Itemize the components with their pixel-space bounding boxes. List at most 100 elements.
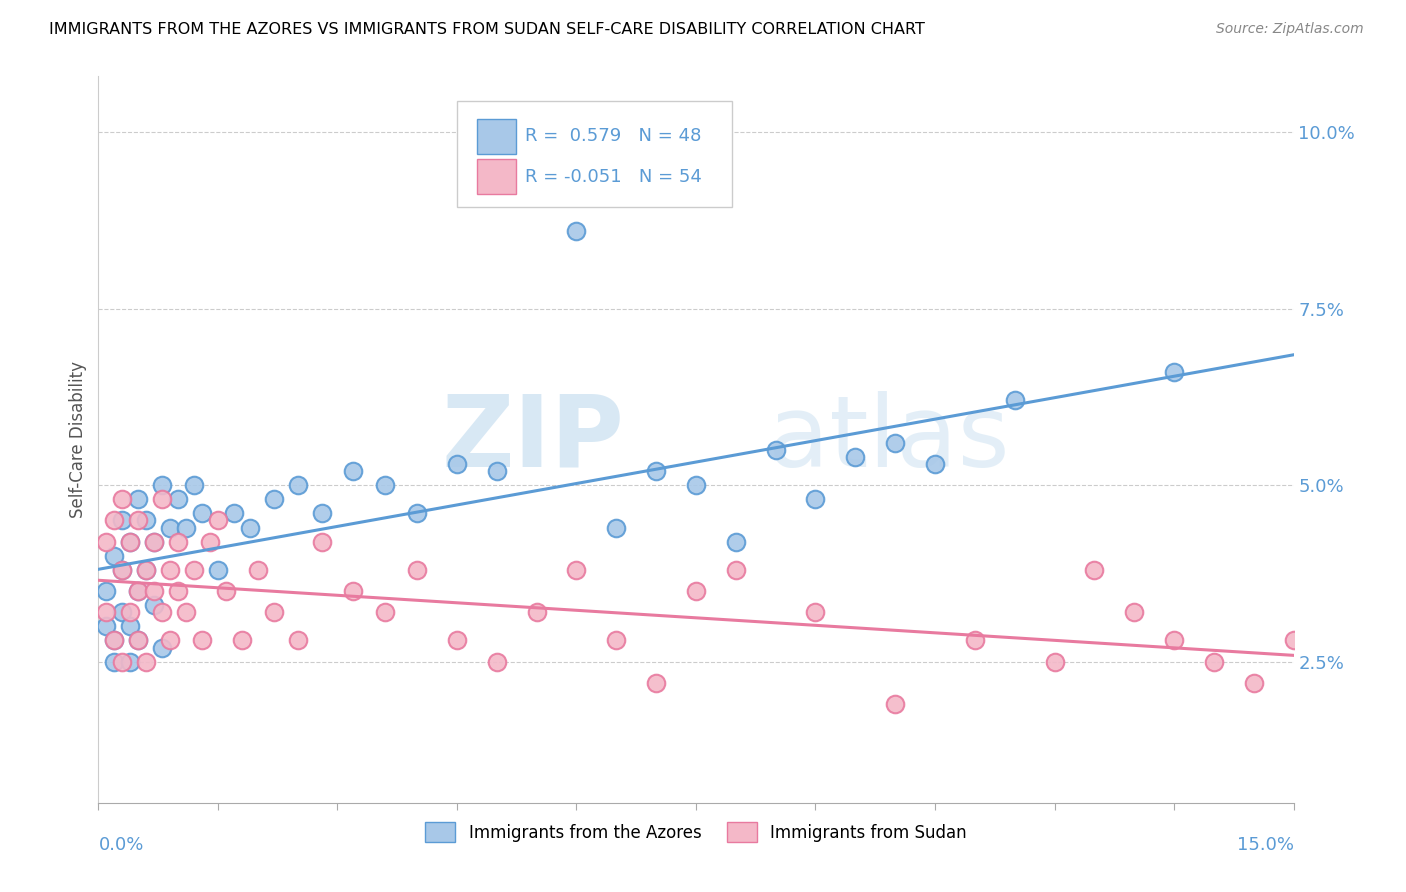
Point bbox=[446, 633, 468, 648]
Point bbox=[287, 478, 309, 492]
Point bbox=[963, 633, 986, 648]
Point bbox=[159, 563, 181, 577]
Point bbox=[103, 655, 125, 669]
Point bbox=[120, 619, 142, 633]
Point bbox=[406, 507, 429, 521]
Point bbox=[96, 605, 118, 619]
Point bbox=[111, 563, 134, 577]
Text: 15.0%: 15.0% bbox=[1236, 836, 1294, 854]
Point bbox=[111, 492, 134, 507]
Point bbox=[191, 633, 214, 648]
Bar bbox=[477, 119, 516, 153]
Point bbox=[111, 513, 134, 527]
Point bbox=[143, 534, 166, 549]
Text: R = -0.051   N = 54: R = -0.051 N = 54 bbox=[524, 168, 702, 186]
Point bbox=[231, 633, 253, 648]
Point bbox=[263, 605, 285, 619]
Point bbox=[1163, 365, 1185, 379]
Point bbox=[724, 534, 747, 549]
Point bbox=[605, 633, 627, 648]
Point bbox=[198, 534, 221, 549]
Point bbox=[1243, 675, 1265, 690]
Y-axis label: Self-Care Disability: Self-Care Disability bbox=[69, 360, 87, 518]
Text: ZIP: ZIP bbox=[441, 391, 624, 488]
Point bbox=[103, 513, 125, 527]
Point bbox=[287, 633, 309, 648]
Point bbox=[263, 492, 285, 507]
Point bbox=[565, 563, 588, 577]
Point bbox=[167, 534, 190, 549]
Point bbox=[143, 534, 166, 549]
Point bbox=[127, 584, 149, 599]
Legend: Immigrants from the Azores, Immigrants from Sudan: Immigrants from the Azores, Immigrants f… bbox=[419, 815, 973, 849]
Point bbox=[246, 563, 269, 577]
Point bbox=[191, 507, 214, 521]
Point bbox=[1282, 633, 1305, 648]
Point bbox=[1004, 393, 1026, 408]
Point bbox=[111, 563, 134, 577]
Point bbox=[207, 513, 229, 527]
Point bbox=[103, 633, 125, 648]
Point bbox=[96, 534, 118, 549]
Point bbox=[1202, 655, 1225, 669]
Point bbox=[804, 492, 827, 507]
Point bbox=[167, 584, 190, 599]
Point bbox=[135, 563, 157, 577]
Point bbox=[103, 633, 125, 648]
Point bbox=[924, 457, 946, 471]
FancyBboxPatch shape bbox=[457, 102, 733, 207]
Point bbox=[406, 563, 429, 577]
Point bbox=[1083, 563, 1105, 577]
Point bbox=[374, 605, 396, 619]
Point bbox=[374, 478, 396, 492]
Point bbox=[120, 534, 142, 549]
Point bbox=[150, 640, 173, 655]
Point bbox=[111, 605, 134, 619]
Point bbox=[342, 464, 364, 478]
Point bbox=[645, 675, 668, 690]
Point bbox=[103, 549, 125, 563]
Point bbox=[884, 697, 907, 711]
Text: 0.0%: 0.0% bbox=[98, 836, 143, 854]
Point bbox=[96, 584, 118, 599]
Point bbox=[150, 492, 173, 507]
Point bbox=[239, 520, 262, 534]
Point bbox=[311, 507, 333, 521]
Point bbox=[183, 563, 205, 577]
Point bbox=[1043, 655, 1066, 669]
Point bbox=[207, 563, 229, 577]
Point bbox=[183, 478, 205, 492]
Point bbox=[174, 605, 197, 619]
Point bbox=[159, 633, 181, 648]
Point bbox=[565, 224, 588, 238]
Point bbox=[685, 584, 707, 599]
Point bbox=[127, 492, 149, 507]
Point bbox=[127, 584, 149, 599]
Point bbox=[120, 655, 142, 669]
Text: R =  0.579   N = 48: R = 0.579 N = 48 bbox=[524, 128, 702, 145]
Point bbox=[1163, 633, 1185, 648]
Point bbox=[96, 619, 118, 633]
Bar bbox=[477, 160, 516, 194]
Point bbox=[135, 563, 157, 577]
Point bbox=[765, 442, 787, 457]
Point bbox=[159, 520, 181, 534]
Point bbox=[135, 513, 157, 527]
Point bbox=[526, 605, 548, 619]
Point bbox=[167, 492, 190, 507]
Point bbox=[127, 513, 149, 527]
Text: IMMIGRANTS FROM THE AZORES VS IMMIGRANTS FROM SUDAN SELF-CARE DISABILITY CORRELA: IMMIGRANTS FROM THE AZORES VS IMMIGRANTS… bbox=[49, 22, 925, 37]
Point bbox=[120, 534, 142, 549]
Point bbox=[143, 584, 166, 599]
Point bbox=[215, 584, 238, 599]
Point bbox=[485, 464, 508, 478]
Point bbox=[804, 605, 827, 619]
Point bbox=[150, 605, 173, 619]
Point bbox=[143, 598, 166, 612]
Point bbox=[311, 534, 333, 549]
Point bbox=[685, 478, 707, 492]
Point bbox=[120, 605, 142, 619]
Text: atlas: atlas bbox=[768, 391, 1010, 488]
Point bbox=[174, 520, 197, 534]
Point bbox=[111, 655, 134, 669]
